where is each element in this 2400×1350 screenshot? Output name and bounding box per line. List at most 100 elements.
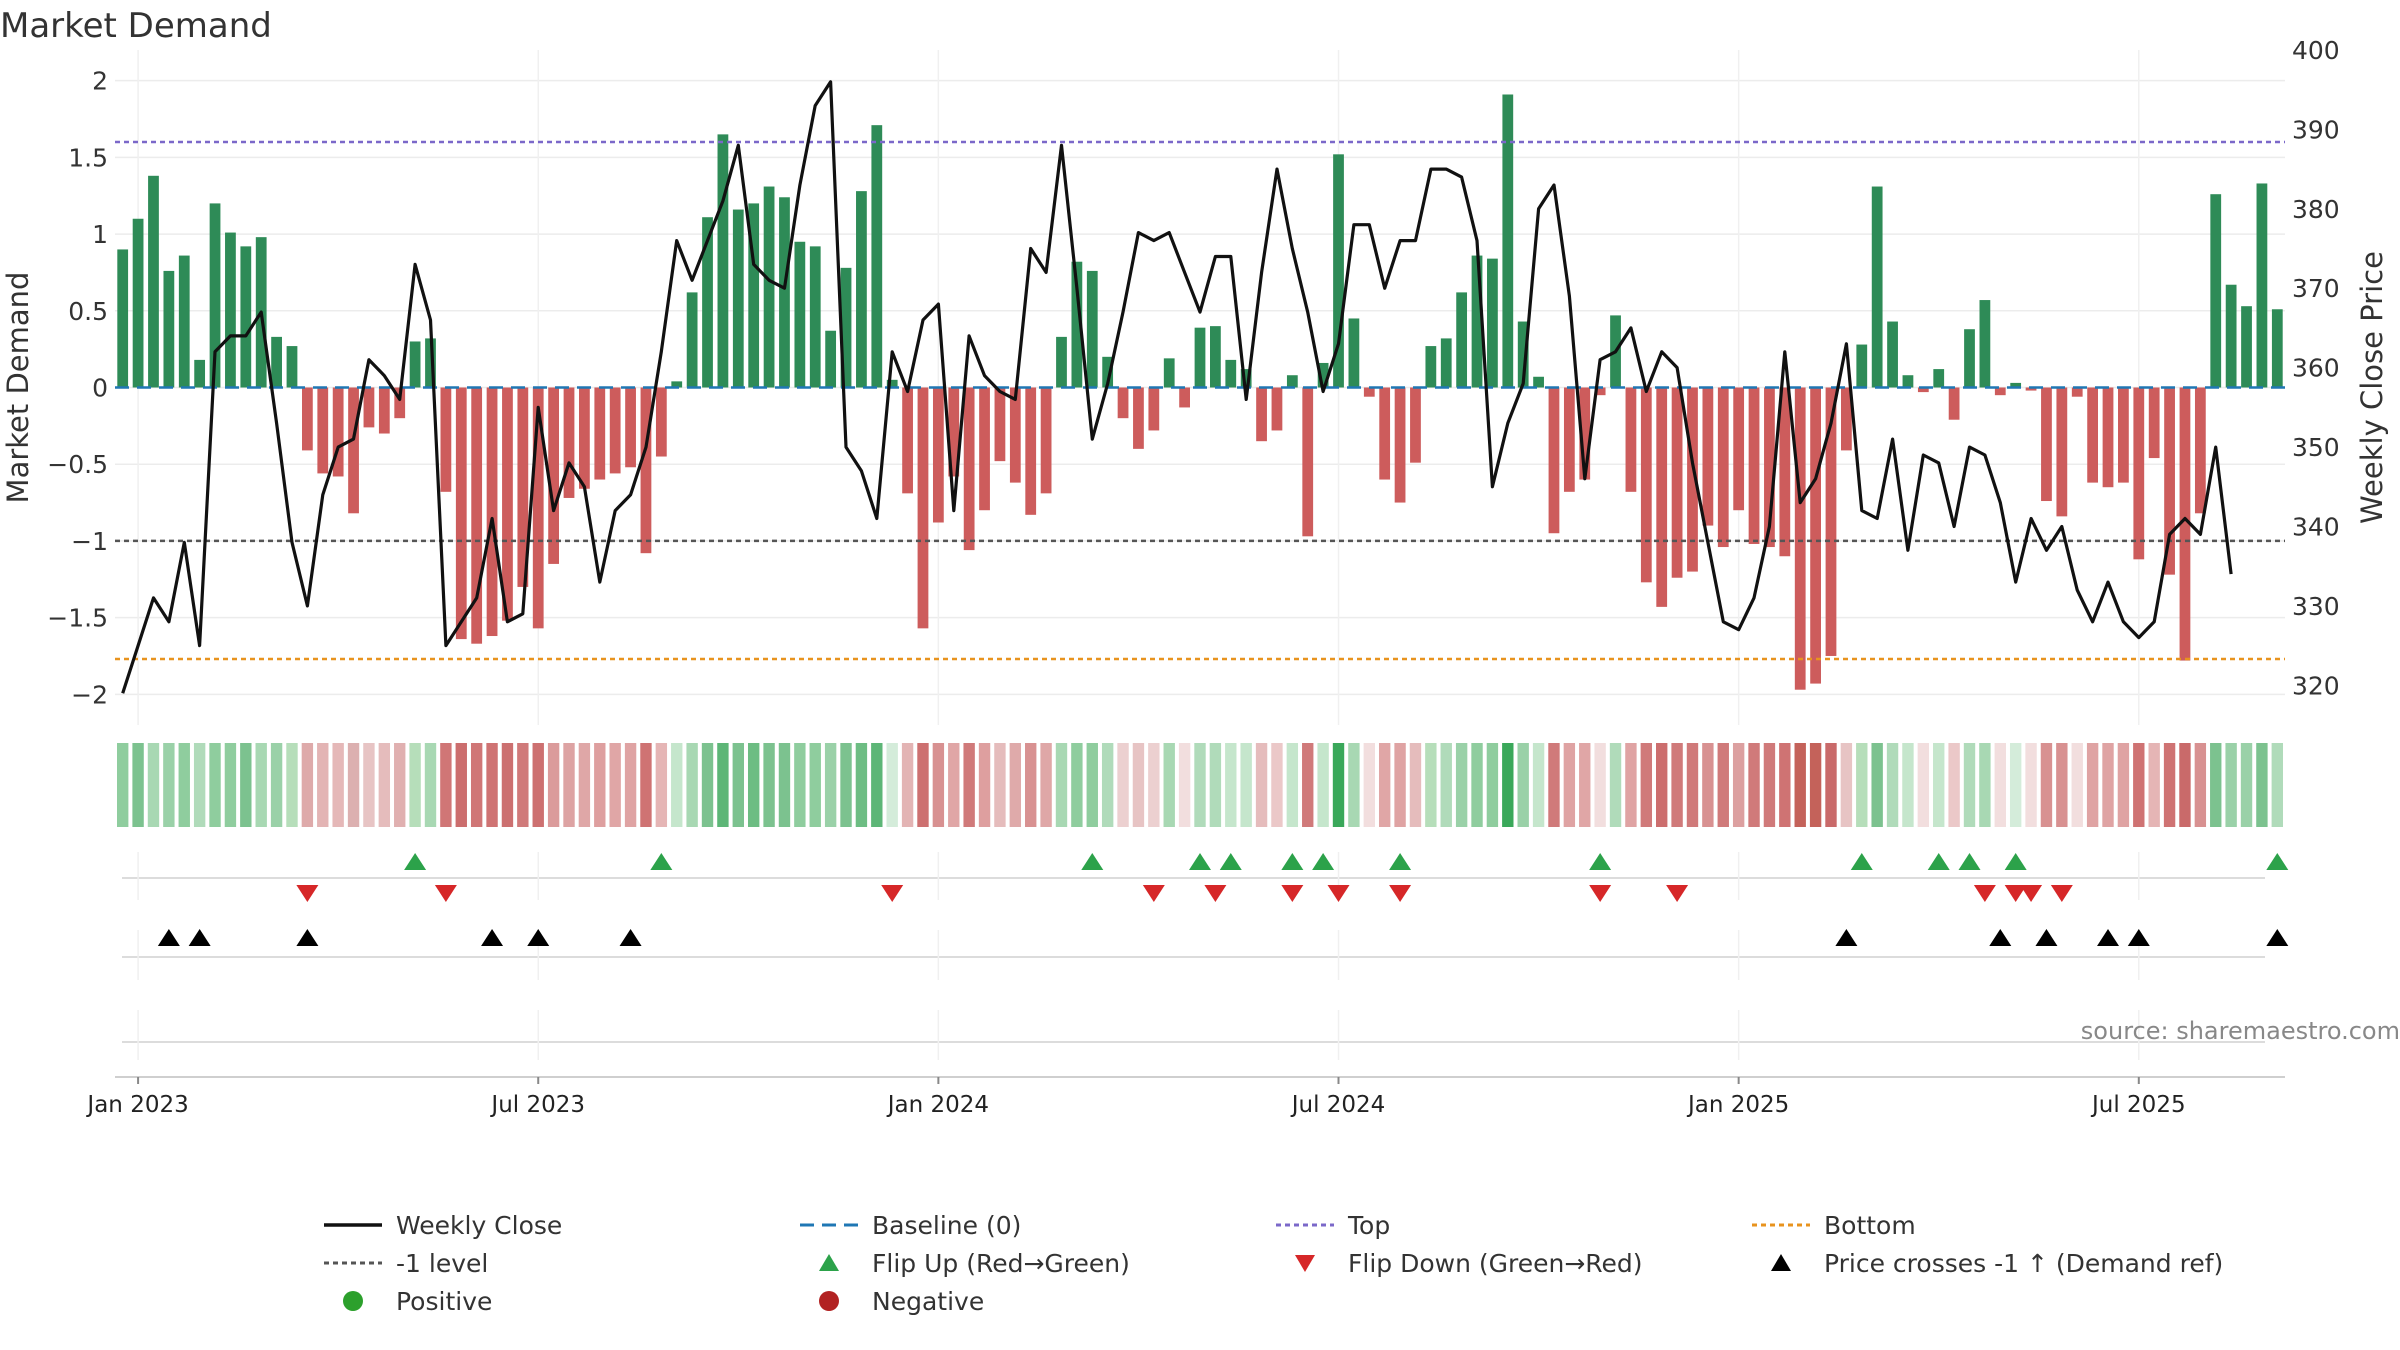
demand-bar [548,387,560,564]
heat-cell [1071,743,1083,827]
heat-cell [963,743,975,827]
heat-cell [1502,743,1514,827]
legend-item-flipdown: Flip Down (Green→Red) [1274,1248,1643,1278]
heat-cell [332,743,344,827]
heat-cell [1825,743,1837,827]
demand-bar [932,387,944,523]
cross-marker [619,929,642,946]
demand-bar [625,387,636,468]
demand-bar [794,241,806,388]
heat-cell [1132,743,1145,827]
demand-bar [1887,321,1898,388]
demand-bar [2087,387,2099,483]
heat-cell [1717,743,1729,827]
demand-bar [502,387,513,621]
heat-cell [1856,743,1868,827]
heat-cell [2225,743,2237,827]
heat-cell [286,743,298,827]
demand-bar [717,134,729,388]
demand-bar [2071,387,2083,397]
demand-bar [1779,387,1791,557]
heat-cell [2056,743,2068,827]
heat-cell [1794,743,1806,827]
demand-bar [2241,306,2252,388]
heat-cell [1055,743,1068,827]
demand-bar [1517,321,1529,388]
price-line [121,80,2233,694]
flip-up-marker [1589,853,1612,870]
weekly-close-line [121,80,2233,694]
cross-marker [2127,929,2150,946]
demand-bar [317,387,329,474]
demand-bar [209,203,221,388]
demand-bar [2164,387,2175,575]
heat-cell [193,743,206,827]
heat-cell [1763,743,1776,827]
heat-cell [1948,743,1960,827]
demand-bar [117,249,129,388]
legend-label: Weekly Close [396,1210,563,1240]
heat-cell [517,743,529,827]
y-tick-label: −1 [71,527,108,556]
demand-bar [1948,387,1960,420]
heat-cell [855,743,868,827]
heat-cell [1148,743,1160,827]
heat-cell [224,743,237,827]
heat-cell [1625,743,1637,827]
legend-label: Top [1348,1210,1391,1240]
heat-cell [2163,743,2176,827]
demand-bar [1009,387,1021,483]
heat-cell [1378,743,1391,827]
demand-bar [1917,387,1929,393]
flip-down-marker [1327,885,1350,902]
demand-bar [748,203,760,388]
demand-bar [2041,387,2052,502]
demand-bar [132,218,144,388]
pos-icon [343,1291,363,1311]
legend-item-bottom: Bottom [1750,1210,1916,1240]
demand-bar [1964,329,1975,388]
legend-item-flipup: Flip Up (Red→Green) [798,1248,1130,1278]
demand-bar [1379,387,1391,480]
x-tick-label: Jan 2023 [85,1092,188,1118]
baseline-icon [800,1223,858,1227]
demand-bar [1071,261,1083,388]
demand-bar [2225,284,2237,388]
heat-cell [1517,743,1529,827]
heat-cell [871,743,883,827]
heat-cell [1809,743,1822,827]
demand-bar [1579,387,1591,480]
heat-cell [1302,743,1314,827]
heat-cell [932,743,945,827]
heat-cell [1317,743,1329,827]
heat-cell [701,743,714,827]
flipup-icon [819,1254,839,1271]
demand-bar [609,387,621,474]
demand-bar [732,209,744,388]
flip-down-marker [881,885,904,902]
demand-bar [1317,362,1329,388]
flip-down-marker [1973,885,1996,902]
y2-tick-label: 400 [2292,36,2340,65]
x-tick-label: Jul 2023 [489,1092,585,1118]
x-axis: Jan 2023 Jul 2023 Jan 2024 Jul 2024 Jan 2025… [85,1076,2285,1118]
heat-cell [1117,743,1129,827]
demand-bar [394,387,406,419]
flip-up-marker [1081,853,1104,870]
demand-bar [517,387,529,587]
heat-cell [717,743,729,827]
demand-bar [2056,387,2068,517]
demand-bar [809,246,821,388]
heat-cell [824,743,837,827]
demand-bar [1548,387,1560,534]
heat-cell [948,743,960,827]
y-tick-label: −1.5 [47,604,108,633]
heat-cell [578,743,591,827]
heat-cell [655,743,668,827]
demand-bar [1640,387,1652,583]
heat-cell [840,743,852,827]
heat-cell [763,743,775,827]
heat-cell [1640,743,1653,827]
y2-tick-label: 320 [2292,671,2340,700]
demand-bar [163,270,175,388]
